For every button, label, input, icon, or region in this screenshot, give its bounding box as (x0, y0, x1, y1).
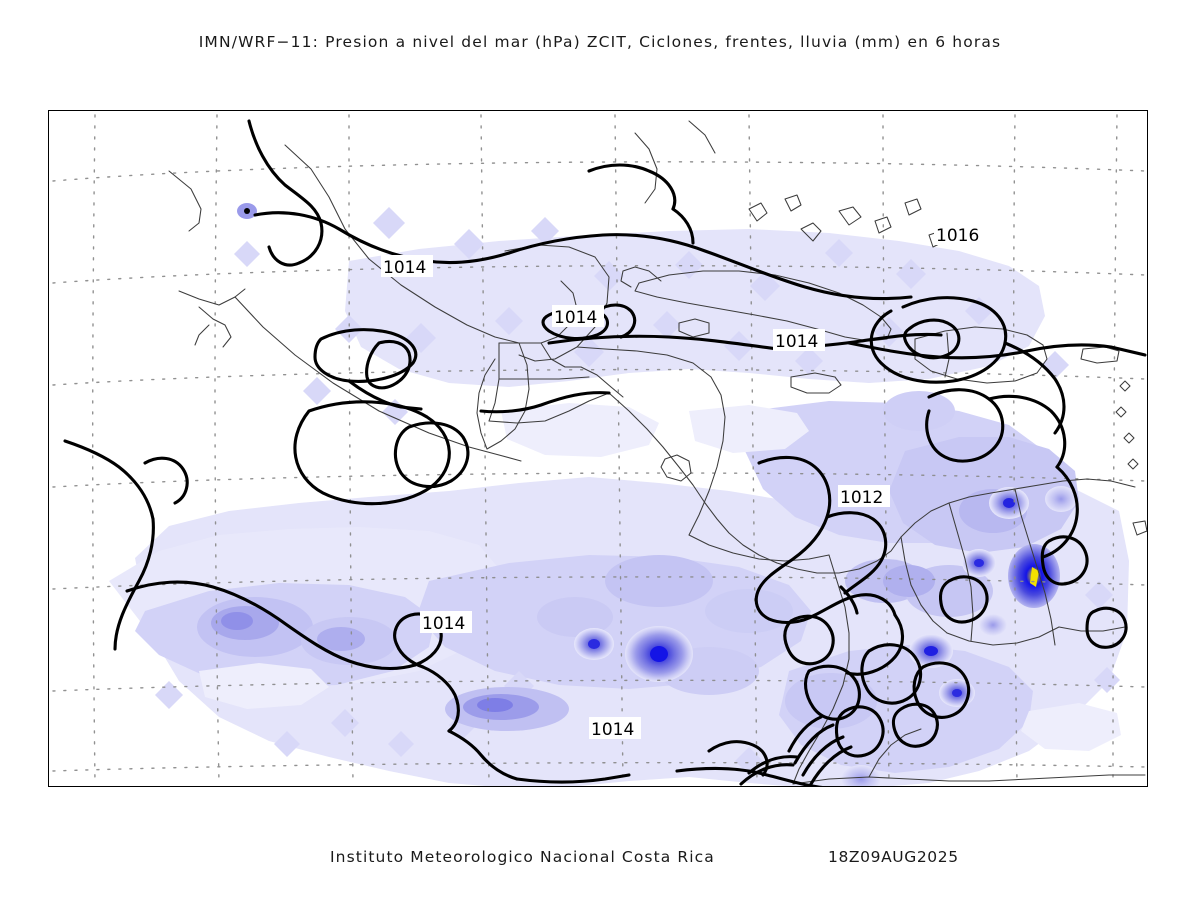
precipitation-field (109, 203, 1129, 786)
isobar-label-6: 1014 (420, 611, 472, 634)
isobar-1012-main (754, 455, 897, 625)
isobar-1016-inner (902, 318, 961, 360)
isobar-1014-loop-mexico (313, 328, 418, 383)
footer-valid-time: 18Z09AUG2025 (828, 848, 959, 866)
isobar-1014-label-left-line (347, 379, 423, 411)
isobar-label-text: 1016 (936, 226, 979, 246)
isobar-1014-south-long (125, 580, 417, 670)
isobar-bottom-squiggles (787, 715, 823, 753)
isobar-1014-caribbean-west (253, 211, 511, 265)
isobar-label-text: 1014 (383, 258, 426, 278)
isobar-1014-north (247, 119, 324, 267)
isobar-1014-caribbean-east (547, 334, 781, 351)
isobar-1014-loop-baja (393, 421, 470, 489)
isobar-labels: 1014 1016 1014 1014 1012 (381, 223, 986, 740)
isobar-contours (63, 119, 1147, 786)
isobar-label-text: 1014 (422, 614, 465, 634)
map-frame: 1014 1016 1014 1014 1012 (48, 110, 1148, 787)
isobar-label-1: 1014 (381, 255, 433, 278)
isobar-label-text: 1014 (775, 332, 818, 352)
isobar-label-2: 1016 (934, 223, 986, 246)
precip-edge-patches (199, 403, 1121, 751)
footer-institution: Instituto Meteorologico Nacional Costa R… (330, 848, 715, 866)
isobar-1012-branch (825, 511, 888, 595)
page-title: IMN/WRF−11: Presion a nivel del mar (hPa… (198, 33, 1002, 51)
isobar-label-7: 1014 (589, 717, 641, 740)
isobar-1014-bottom-curve (421, 665, 460, 733)
isobar-label-5: 1012 (838, 485, 890, 508)
isobar-venezuela-cluster (925, 388, 1005, 463)
isobar-label-4: 1014 (773, 329, 825, 352)
isobar-label-text: 1012 (840, 488, 883, 508)
isobar-label-3: 1014 (552, 305, 604, 328)
isobar-1016-ring (869, 296, 1008, 384)
isobar-label-text: 1014 (554, 308, 597, 328)
isobar-1014-cuba-line (507, 233, 913, 301)
isobar-1014-bottom-line (515, 773, 631, 784)
isobar-1014-loop-pacific (293, 400, 451, 506)
isobar-1014-south-front (63, 439, 155, 521)
grid-lines (52, 114, 1146, 785)
precip-region-caribbean-sheet (345, 229, 1045, 387)
weather-map: 1014 1016 1014 1014 1012 (52, 114, 1147, 786)
isobar-south-cluster (783, 614, 835, 666)
precip-cores-intense (237, 203, 1077, 786)
isobar-label-text: 1014 (591, 720, 634, 740)
